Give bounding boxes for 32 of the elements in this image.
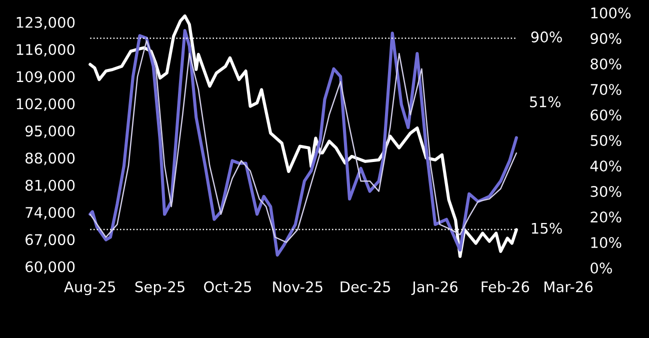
y-tick-label: 109,000 [16, 71, 75, 84]
y2-tick-label: 70% [590, 84, 622, 95]
y-tick-label: 116,000 [16, 44, 75, 57]
y-tick-label: 74,000 [26, 206, 75, 220]
x-tick-label: Dec-25 [340, 281, 390, 292]
y-tick-label: 88,000 [26, 152, 75, 166]
y-tick-label: 81,000 [26, 180, 75, 192]
y2-tick-label: 30% [590, 186, 622, 198]
y-tick-label: 60,000 [26, 261, 75, 274]
x-tick-label: Sep-25 [135, 281, 184, 296]
annotation: 51% [530, 96, 561, 108]
x-tick-label: Feb-26 [482, 281, 530, 292]
y2-tick-label: 80% [590, 58, 622, 70]
y2-tick-label: 20% [590, 212, 622, 223]
x-tick-label: Aug-25 [64, 281, 116, 296]
y2-tick-label: 10% [591, 237, 622, 248]
y-tick-label: 95,000 [25, 125, 75, 138]
y-tick-label: 67,000 [26, 234, 75, 247]
x-tick-label: Mar-26 [544, 281, 593, 292]
y2-tick-label: 100% [591, 7, 631, 18]
ref-line-label: 15% [532, 222, 562, 234]
y2-tick-label: 40% [590, 160, 622, 172]
x-tick-label: Nov-25 [273, 281, 322, 292]
y2-tick-label: 0% [590, 262, 612, 274]
y2-tick-label: 50% [590, 134, 622, 146]
y2-tick-label: 90% [590, 32, 622, 44]
x-tick-label: Oct-25 [204, 281, 251, 292]
y-tick-label: 102,000 [16, 98, 75, 111]
ref-line-label: 90% [531, 31, 562, 42]
y2-tick-label: 60% [590, 109, 622, 121]
y-tick-label: 123,000 [16, 16, 75, 30]
x-tick-label: Jan-26 [411, 281, 458, 296]
